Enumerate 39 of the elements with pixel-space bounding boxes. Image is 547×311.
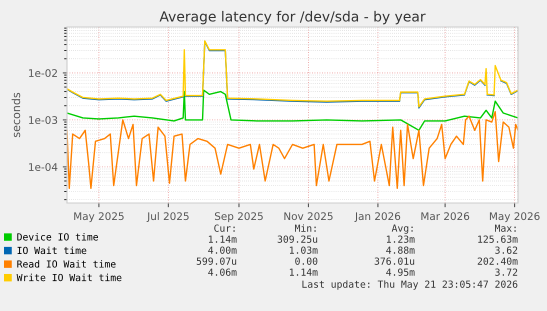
text: Avg: (392, 224, 413, 234)
text: 202.40m (478, 257, 518, 265)
text: 1.03m (290, 246, 318, 254)
legend-label: Write IO Wait time (16, 274, 122, 282)
text: 1.23m (386, 235, 415, 243)
text: 599.07u (196, 257, 236, 265)
x-tick-label: May 2026 (490, 212, 540, 222)
y-axis-title: seconds (12, 92, 20, 138)
text: Last update: Thu May 21 23:05:47 2026 (302, 280, 518, 290)
text: 4.00m (208, 246, 237, 254)
text: 376.01u (374, 257, 414, 265)
x-tick-label: Jan 2026 (354, 212, 400, 222)
legend-label: Device IO time (17, 233, 98, 241)
text: 3.72 (495, 268, 518, 276)
text: 0.00 (295, 257, 318, 265)
legend-label: Read IO Wait time (17, 260, 116, 268)
text: 1.14m (208, 236, 237, 243)
y-tick-label: 1e-04 (29, 163, 58, 171)
legend-label: IO Wait time (18, 246, 86, 254)
y-tick-label: 1e-02 (29, 69, 57, 78)
text: 1.14m (290, 268, 318, 276)
text: Cur: (214, 224, 235, 232)
text: 309.25u (278, 235, 318, 243)
x-tick-label: Mar 2026 (421, 212, 470, 220)
line-series (67, 89, 518, 132)
x-tick-label: Sep 2025 (214, 212, 263, 222)
x-tick-label: Nov 2025 (284, 212, 333, 220)
text: Max: (494, 224, 516, 232)
text: 3.62 (495, 246, 518, 254)
y-tick-label: 1e-03 (29, 116, 58, 124)
text: 125.63m (478, 235, 518, 243)
chart-title: Average latency for /dev/sda - by year (160, 10, 426, 24)
line-series (67, 110, 518, 189)
text: 4.95m (386, 268, 415, 276)
x-tick-label: Jul 2025 (146, 212, 189, 222)
x-tick-label: May 2025 (74, 212, 124, 222)
text: 4.06m (208, 268, 237, 276)
text: Min: (294, 224, 316, 232)
text: 4.88m (386, 246, 415, 254)
